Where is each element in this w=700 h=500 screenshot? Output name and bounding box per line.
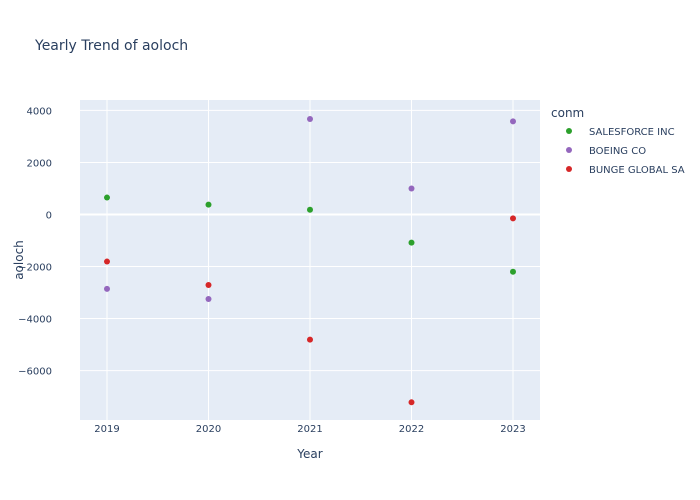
data-point [510, 118, 516, 125]
y-tick-labels: −6000 −4000 −2000 0 2000 4000 [18, 106, 52, 377]
legend-marker [566, 128, 572, 134]
legend-marker [566, 147, 572, 153]
legend-item-label: BUNGE GLOBAL SA [589, 165, 685, 176]
data-points [104, 115, 516, 406]
data-point [104, 285, 110, 292]
data-point [307, 206, 313, 213]
legend: conm SALESFORCE INC BOEING CO BUNGE GLOBAL… [551, 106, 685, 176]
x-tick-label: 2023 [500, 424, 525, 435]
y-tick-label: −6000 [18, 367, 52, 378]
legend-item-label: BOEING CO [589, 146, 646, 157]
y-tick-label: 4000 [27, 106, 52, 117]
x-tick-label: 2022 [399, 424, 424, 435]
y-tick-label: 0 [46, 210, 52, 221]
y-tick-label: 2000 [27, 158, 52, 169]
data-point [307, 115, 313, 122]
x-axis-title: Year [296, 447, 322, 461]
data-point [104, 258, 110, 265]
data-point [408, 399, 415, 406]
data-point [307, 336, 313, 343]
data-point [104, 194, 110, 201]
x-tick-label: 2021 [297, 424, 322, 435]
legend-marker [566, 166, 572, 172]
y-axis-title: aoloch [12, 240, 26, 280]
legend-title: conm [551, 106, 584, 120]
y-tick-label: −2000 [18, 263, 52, 274]
x-tick-labels: 2019 2020 2021 2022 2023 [94, 424, 525, 435]
data-point [205, 201, 212, 208]
data-point [510, 215, 516, 222]
data-point [408, 239, 415, 246]
x-tick-label: 2019 [94, 424, 119, 435]
x-tick-label: 2020 [196, 424, 221, 435]
data-point [408, 185, 415, 192]
chart-title: Yearly Trend of aoloch [34, 38, 188, 54]
legend-item-label: SALESFORCE INC [589, 127, 675, 138]
data-point [205, 281, 212, 288]
data-point [510, 268, 516, 275]
grid [80, 100, 540, 420]
y-tick-label: −4000 [18, 315, 52, 326]
data-point [205, 296, 212, 303]
